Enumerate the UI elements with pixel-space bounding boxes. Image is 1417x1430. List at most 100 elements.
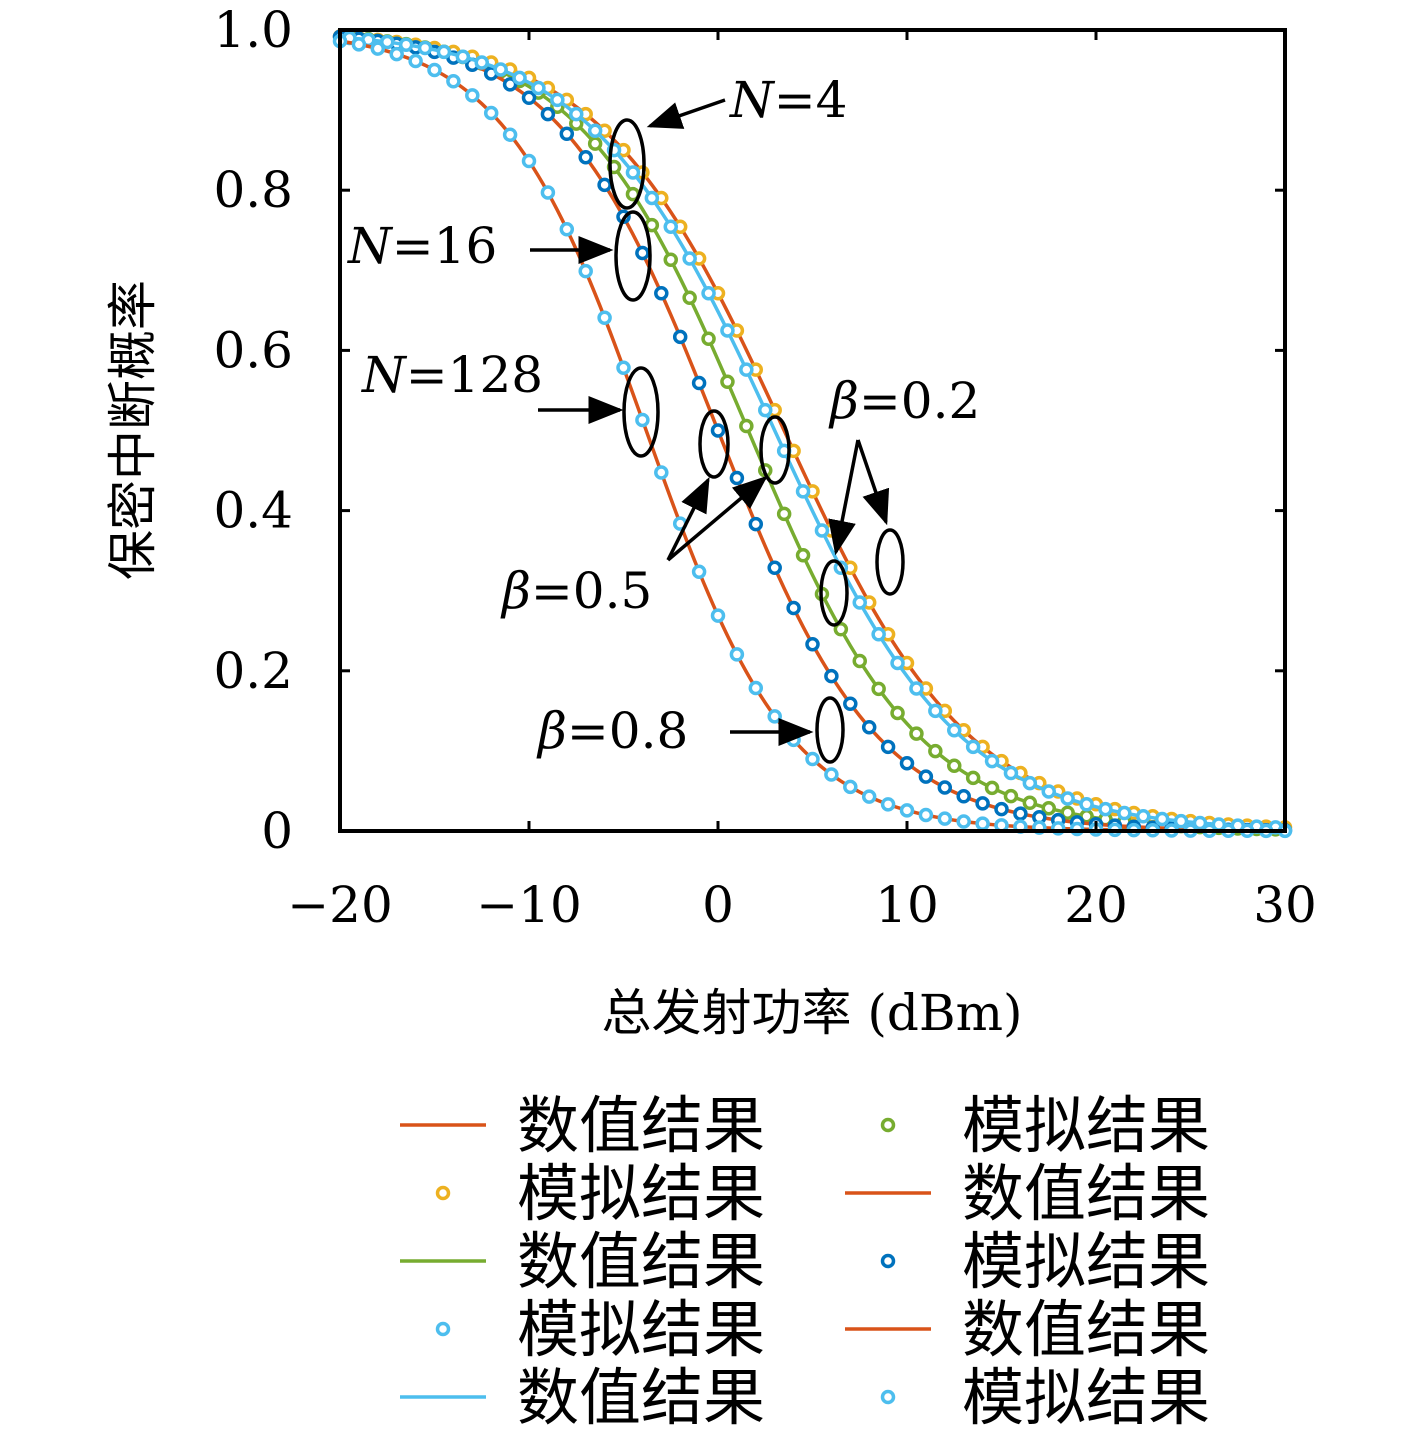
data-point [947, 758, 962, 773]
data-point [1022, 775, 1038, 791]
series-markers-7 [342, 30, 1283, 835]
series-line-6 [339, 35, 1286, 830]
annotation-beta08: β=0.8 [536, 702, 688, 760]
data-point [370, 41, 386, 56]
data-point [540, 106, 556, 122]
legend-entry: 数值结果 [400, 1225, 765, 1298]
data-point [956, 789, 971, 804]
series-markers-9 [332, 33, 1293, 839]
data-point [852, 595, 867, 610]
data-point [899, 755, 915, 771]
data-point [843, 696, 858, 711]
data-point [521, 153, 537, 169]
data-point [880, 797, 896, 812]
data-point [899, 803, 915, 818]
data-point [880, 739, 896, 755]
x-tick-label: −20 [287, 876, 393, 934]
data-point [597, 177, 612, 193]
data-point [625, 165, 641, 180]
annotation-arrows [530, 98, 890, 746]
data-point [550, 92, 565, 108]
annotations [608, 118, 905, 764]
data-point [682, 251, 697, 266]
data-point [578, 263, 593, 279]
data-point [720, 374, 735, 390]
data-point [691, 564, 707, 579]
data-point [710, 423, 726, 438]
annotation-beta05: β=0.5 [500, 562, 652, 620]
legend-label: 模拟结果 [962, 1225, 1210, 1298]
data-point [795, 548, 811, 563]
data-point [587, 136, 603, 151]
data-point [682, 290, 697, 306]
data-point [890, 655, 905, 671]
data-point [446, 73, 461, 89]
data-point [861, 719, 877, 735]
data-point [587, 123, 603, 138]
data-point [1003, 788, 1019, 804]
data-point [720, 323, 735, 338]
series-line-8 [339, 39, 1286, 833]
legend-label: 数值结果 [962, 1157, 1210, 1230]
data-point [635, 412, 650, 428]
data-point [701, 286, 716, 301]
legend-marker-swatch [880, 1253, 896, 1269]
data-point [805, 636, 820, 652]
data-point [805, 751, 820, 767]
data-point [729, 470, 745, 486]
data-point [389, 46, 404, 62]
legend-label: 模拟结果 [517, 1293, 765, 1366]
data-point [616, 360, 631, 376]
annotation-n16: N=16 [347, 217, 497, 275]
x-axis-title: 总发射功率 (dBm) [601, 984, 1022, 1042]
data-point [824, 668, 839, 684]
axis-ticks: −20 −10 0 10 20 30 0 0.2 0.4 0.6 0.8 1.0 [213, 1, 1316, 934]
data-point [984, 780, 1000, 796]
y-axis-title: 保密中断概率 [104, 280, 162, 580]
series-markers-3 [342, 30, 1283, 837]
data-point [1154, 811, 1170, 827]
data-point [767, 709, 782, 724]
legend-entry: 模拟结果 [880, 1089, 1210, 1162]
data-point [635, 245, 650, 261]
data-point [474, 55, 489, 70]
legend-label: 模拟结果 [517, 1157, 765, 1230]
ellipse-beta02-a [819, 559, 849, 627]
data-point [937, 811, 953, 826]
data-point [1060, 791, 1075, 806]
data-point [890, 705, 905, 721]
data-point [691, 375, 707, 391]
arrow-n4 [646, 98, 726, 129]
data-point [909, 726, 924, 741]
series-line-0 [339, 34, 1286, 830]
data-point [1041, 801, 1056, 816]
arrow-beta02-b [856, 439, 890, 526]
annotation-n4: N=4 [729, 71, 847, 129]
data-point [767, 560, 782, 575]
data-point [776, 506, 792, 522]
data-point [512, 70, 527, 86]
data-point [408, 53, 423, 69]
data-point [956, 814, 971, 829]
series-layer [332, 29, 1293, 839]
ellipse-beta05-b [759, 415, 791, 485]
data-point [654, 465, 669, 480]
data-point [672, 329, 688, 345]
legend-marker-swatch [435, 1185, 451, 1201]
data-point [455, 49, 471, 64]
series-markers-1 [332, 29, 1293, 835]
y-tick-label: 0.6 [213, 321, 293, 379]
legend-entry: 数值结果 [400, 1361, 765, 1430]
legend-entry: 模拟结果 [435, 1293, 765, 1366]
legend-label: 模拟结果 [962, 1361, 1210, 1430]
y-tick-label: 0.8 [213, 161, 293, 219]
data-point [909, 681, 924, 696]
series-markers-5 [332, 29, 1293, 838]
data-point [786, 732, 801, 748]
annotation-labels: N=4 N=16 N=128 β=0.2 β=0.5 β=0.8 [347, 71, 980, 760]
ellipse-n4 [608, 118, 646, 210]
data-point [502, 127, 518, 142]
data-point [1136, 809, 1151, 824]
data-point [1192, 815, 1208, 831]
